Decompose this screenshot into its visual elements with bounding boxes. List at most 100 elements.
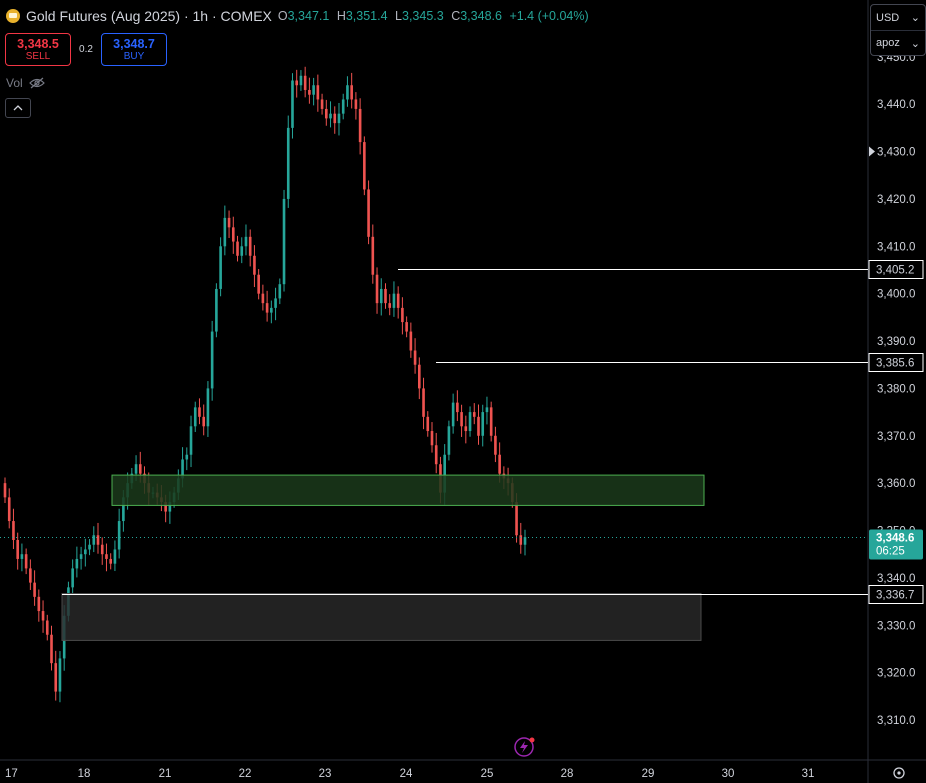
level-label: 3,405.2 <box>876 265 914 277</box>
candle-body <box>261 293 265 304</box>
candle-body <box>350 85 353 100</box>
candle-body <box>460 412 463 427</box>
notification-dot-icon <box>529 737 535 743</box>
candle-body <box>346 85 349 100</box>
candle-body <box>443 454 446 493</box>
level-label: 3,336.7 <box>876 590 914 602</box>
y-tick-label: 3,330.0 <box>877 620 915 632</box>
lightning-bolt-icon <box>520 741 528 753</box>
candle-body <box>33 582 36 597</box>
last-price-value: 3,348.6 <box>876 533 914 545</box>
high-label: H <box>336 9 346 23</box>
low-label: L <box>395 9 402 23</box>
y-tick-label: 3,370.0 <box>877 431 915 443</box>
settings-gear-center-icon <box>897 771 901 775</box>
candle-body <box>379 288 383 304</box>
candle-body <box>215 288 218 332</box>
ohlc-values: O3,347.1 H3,351.4 L3,345.3 C3,348.6 +1.4… <box>278 9 593 23</box>
candle-body <box>100 544 104 555</box>
candle-body <box>92 535 96 545</box>
candle-body <box>12 521 15 540</box>
candle-body <box>113 549 117 564</box>
candle-body <box>489 407 493 436</box>
candle-body <box>227 217 231 228</box>
candle-body <box>341 99 345 114</box>
sell-price: 3,348.5 <box>17 36 59 51</box>
candle-body <box>109 558 113 564</box>
candle-body <box>422 388 425 417</box>
x-tick-label: 21 <box>159 768 172 780</box>
high-value: 3,351.4 <box>345 9 388 23</box>
candle-body <box>456 402 459 413</box>
candle-body <box>417 364 421 389</box>
last-price-tag <box>869 529 923 560</box>
candle-body <box>312 85 315 95</box>
buy-button[interactable]: 3,348.7 BUY <box>101 33 167 66</box>
candle-body <box>117 521 121 550</box>
candle-body <box>189 426 193 455</box>
unit-dropdown[interactable]: apoz ⌄ <box>871 30 925 55</box>
level-label: 3,385.6 <box>876 358 914 370</box>
candle-body <box>79 554 83 559</box>
sell-button[interactable]: 3,348.5 SELL <box>5 33 71 66</box>
chevron-up-icon <box>13 105 23 111</box>
x-tick-label: 30 <box>722 768 735 780</box>
candle-body <box>45 620 49 635</box>
candle-body <box>494 435 497 455</box>
candle-body <box>472 412 476 417</box>
candle-body <box>84 549 87 555</box>
y-tick-label: 3,380.0 <box>877 383 915 395</box>
candle-body <box>451 402 455 427</box>
candle-body <box>223 217 227 247</box>
candle-body <box>396 293 400 308</box>
x-tick-label: 18 <box>78 768 91 780</box>
candle-body <box>485 407 489 413</box>
buy-price: 3,348.7 <box>113 36 155 51</box>
eye-hidden-icon[interactable] <box>28 77 45 89</box>
candle-body <box>122 497 125 522</box>
candle-body <box>181 459 184 479</box>
currency-dropdown[interactable]: USD ⌄ <box>871 5 925 30</box>
symbol-title[interactable]: Gold Futures (Aug 2025) · 1h · COMEX <box>26 8 272 24</box>
currency-unit-selector: USD ⌄ apoz ⌄ <box>870 4 926 56</box>
low-value: 3,345.3 <box>402 9 444 23</box>
candle-body <box>358 108 362 143</box>
candle-body <box>299 75 303 86</box>
candle-body <box>320 99 324 109</box>
candle-body <box>270 307 273 313</box>
candle-body <box>257 274 260 294</box>
candle-body <box>447 426 451 455</box>
candle-body <box>413 350 417 365</box>
level-label-box <box>868 585 924 604</box>
x-tick-label: 28 <box>561 768 574 780</box>
candle-body <box>282 198 286 285</box>
gold-logo-icon <box>6 9 20 23</box>
trade-panel: 3,348.5 SELL 0.2 3,348.7 BUY <box>5 33 167 66</box>
candle-body <box>308 89 311 95</box>
candle-body <box>244 236 248 247</box>
candle-body <box>278 284 282 299</box>
candle-body <box>481 412 485 436</box>
close-label: C <box>451 9 461 23</box>
candle-body <box>384 288 387 304</box>
candle-body <box>468 412 472 432</box>
candle-body <box>202 416 206 427</box>
candle-body <box>206 388 210 427</box>
candle-body <box>426 416 430 432</box>
candle-body <box>236 241 239 256</box>
candle-body <box>303 75 307 90</box>
x-tick-label: 22 <box>239 768 252 780</box>
candle-body <box>265 303 269 313</box>
collapse-legend-button[interactable] <box>5 98 31 118</box>
lightning-icon <box>514 737 534 757</box>
y-tick-label: 3,420.0 <box>877 194 915 206</box>
volume-label: Vol <box>6 76 23 90</box>
volume-indicator: Vol <box>6 76 45 90</box>
candle-body <box>464 426 468 432</box>
candle-body <box>164 502 167 512</box>
candle-body <box>96 535 100 545</box>
chevron-down-icon: ⌄ <box>910 12 920 24</box>
candle-body <box>392 293 396 308</box>
open-value: 3,347.1 <box>287 9 330 23</box>
